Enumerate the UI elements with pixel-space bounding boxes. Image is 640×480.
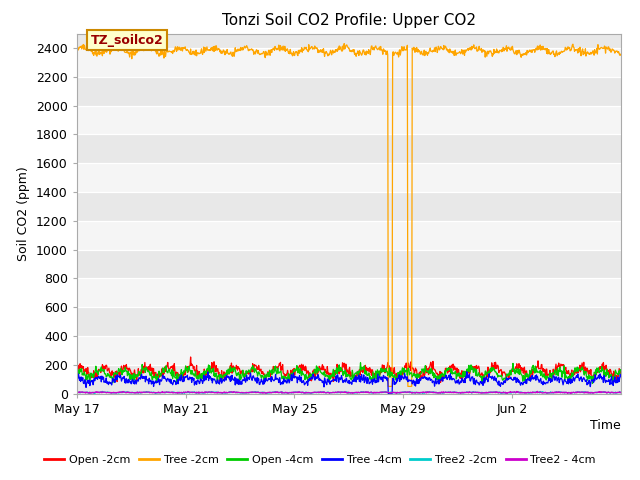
Bar [77, 163, 621, 192]
Text: Time: Time [590, 419, 621, 432]
Text: TZ_soilco2: TZ_soilco2 [90, 34, 163, 47]
Y-axis label: Soil CO2 (ppm): Soil CO2 (ppm) [17, 166, 30, 261]
Title: Tonzi Soil CO2 Profile: Upper CO2: Tonzi Soil CO2 Profile: Upper CO2 [222, 13, 476, 28]
Bar [77, 48, 621, 77]
Bar [77, 106, 621, 134]
Bar [77, 221, 621, 250]
Bar [77, 336, 621, 365]
Legend: Open -2cm, Tree -2cm, Open -4cm, Tree -4cm, Tree2 -2cm, Tree2 - 4cm: Open -2cm, Tree -2cm, Open -4cm, Tree -4… [40, 451, 600, 469]
Bar [77, 278, 621, 307]
